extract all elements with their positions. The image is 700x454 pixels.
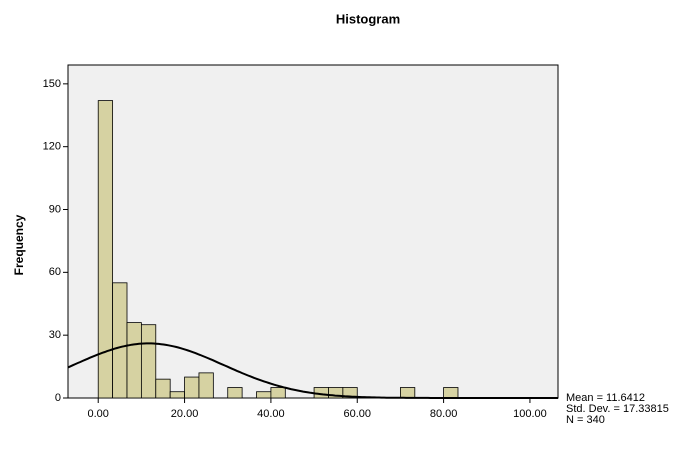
y-tick-label: 30	[49, 329, 61, 341]
n-label: N = 340	[566, 414, 605, 426]
bar	[271, 388, 285, 398]
y-tick-label: 0	[55, 392, 61, 404]
bar	[156, 379, 170, 398]
bar	[444, 388, 458, 398]
bar	[170, 392, 184, 398]
bar	[400, 388, 414, 398]
bar	[185, 377, 199, 398]
y-tick-label: 90	[49, 203, 61, 215]
bar	[228, 388, 242, 398]
bar	[127, 323, 141, 398]
x-tick-label: 40.00	[257, 408, 285, 420]
y-axis-label: Frequency	[12, 214, 26, 275]
x-tick-label: 60.00	[343, 408, 371, 420]
bar	[113, 283, 127, 398]
bar	[141, 325, 155, 398]
x-tick-label: 80.00	[430, 408, 458, 420]
x-tick-label: 20.00	[171, 408, 199, 420]
bar	[257, 392, 271, 398]
y-tick-label: 150	[43, 78, 61, 90]
x-tick-label: 0.00	[88, 408, 109, 420]
y-tick-label: 120	[43, 141, 61, 153]
bar	[199, 373, 213, 398]
y-tick-label: 60	[49, 266, 61, 278]
chart: Histogram Frequency Mean = 11.6412 Std. …	[0, 0, 700, 449]
x-tick-label: 100.00	[513, 408, 547, 420]
chart-title: Histogram	[336, 11, 400, 26]
